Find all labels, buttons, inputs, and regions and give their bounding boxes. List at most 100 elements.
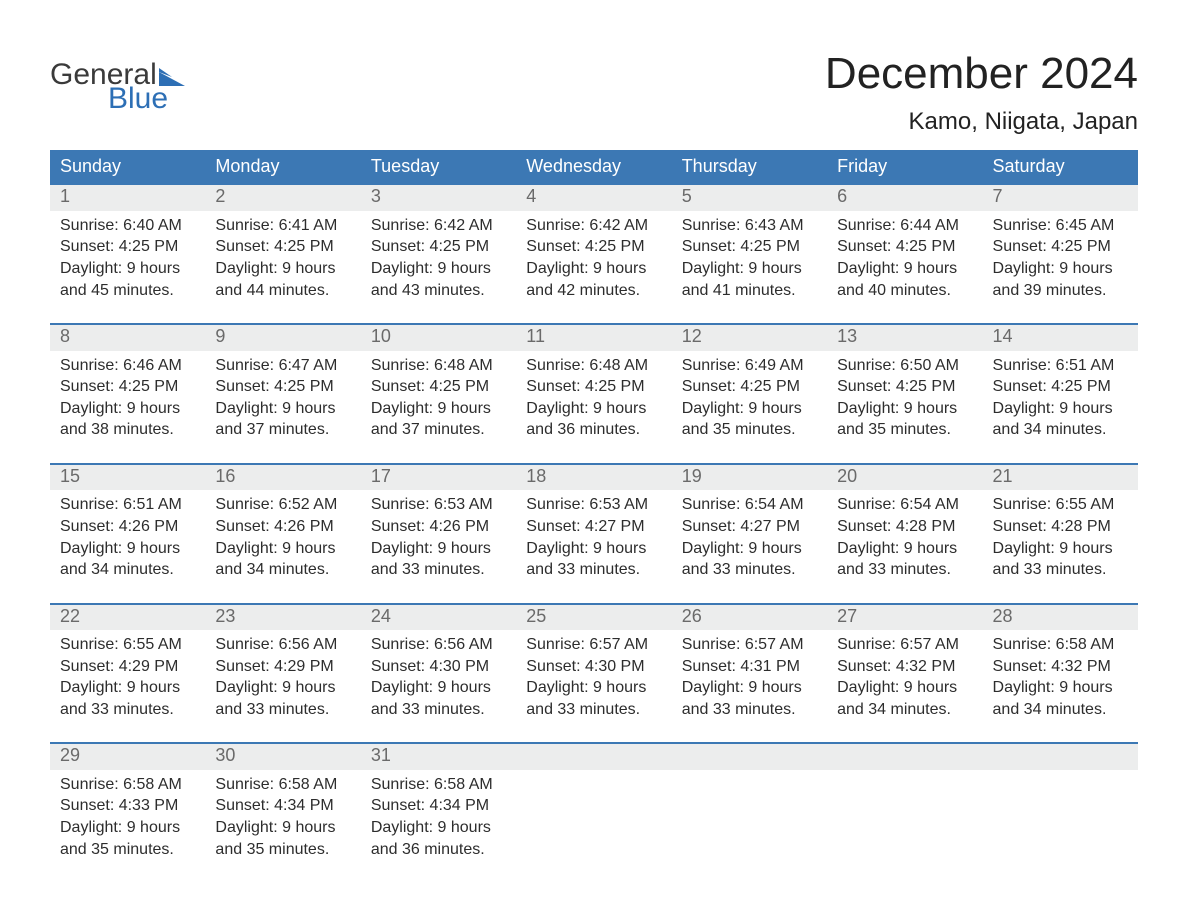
day-number: 28 — [983, 605, 1138, 630]
day-number: 6 — [827, 185, 982, 210]
sunrise-line: Sunrise: 6:44 AM — [837, 215, 972, 237]
day-number: 10 — [361, 325, 516, 350]
daylight-line-1: Daylight: 9 hours — [682, 538, 817, 560]
day-number: 31 — [361, 744, 516, 769]
day-body: Sunrise: 6:44 AMSunset: 4:25 PMDaylight:… — [827, 211, 982, 305]
day-body-row: Sunrise: 6:51 AM Sunset: 4:26 PM Daylight:… — [50, 490, 1138, 584]
daylight-line-2: and 38 minutes. — [60, 419, 195, 441]
daylight-line-2: and 34 minutes. — [993, 419, 1128, 441]
week-row: 293031 Sunrise: 6:58 AMSunset: 4:33 PMDa… — [50, 742, 1138, 864]
day-number: 24 — [361, 605, 516, 630]
day-body: Sunrise: 6:41 AMSunset: 4:25 PMDaylight:… — [205, 211, 360, 305]
sunset-line: Sunset: 4:26 PM — [215, 516, 350, 538]
daylight-line-2: and 45 minutes. — [60, 280, 195, 302]
day-number: 23 — [205, 605, 360, 630]
day-body: Sunrise: 6:56 AMSunset: 4:30 PMDaylight:… — [361, 630, 516, 724]
day-body: Sunrise: 6:53 AMSunset: 4:27 PMDaylight:… — [516, 490, 671, 584]
sunrise-line: Sunrise: 6:54 AM — [837, 494, 972, 516]
sunset-line: Sunset: 4:28 PM — [837, 516, 972, 538]
sunrise-line: Sunrise: 6:58 AM — [60, 774, 195, 796]
day-body: Sunrise: 6:58 AMSunset: 4:34 PMDaylight:… — [361, 770, 516, 864]
sunrise-line: Sunrise: 6:53 AM — [526, 494, 661, 516]
week-row: 891011121314Sunrise: 6:46 AMSunset: 4:25… — [50, 323, 1138, 445]
day-body-row: Sunrise: 6:58 AMSunset: 4:33 PMDaylight:… — [50, 770, 1138, 864]
day-body: Sunrise: 6:57 AMSunset: 4:31 PMDaylight:… — [672, 630, 827, 724]
day-body: Sunrise: 6:43 AMSunset: 4:25 PMDaylight:… — [672, 211, 827, 305]
sunset-line: Sunset: 4:25 PM — [993, 236, 1128, 258]
day-number: 12 — [672, 325, 827, 350]
daylight-line-1: Daylight: 9 hours — [60, 398, 195, 420]
day-body: Sunrise: 6:40 AMSunset: 4:25 PMDaylight:… — [50, 211, 205, 305]
sunrise-line: Sunrise: 6:58 AM — [993, 634, 1128, 656]
day-number: 27 — [827, 605, 982, 630]
daylight-line-2: and 34 minutes. — [837, 699, 972, 721]
day-body: Sunrise: 6:58 AMSunset: 4:34 PMDaylight:… — [205, 770, 360, 864]
daylight-line-1: Daylight: 9 hours — [837, 677, 972, 699]
sunset-line: Sunset: 4:25 PM — [682, 376, 817, 398]
daylight-line-2: and 40 minutes. — [837, 280, 972, 302]
day-body: Sunrise: 6:51 AMSunset: 4:25 PMDaylight:… — [983, 351, 1138, 445]
sunset-line: Sunset: 4:33 PM — [60, 795, 195, 817]
daylight-line-1: Daylight: 9 hours — [682, 398, 817, 420]
day-body: Sunrise: 6:55 AMSunset: 4:29 PMDaylight:… — [50, 630, 205, 724]
day-body — [827, 770, 982, 864]
sunrise-line: Sunrise: 6:54 AM — [682, 494, 817, 516]
day-number: 7 — [983, 185, 1138, 210]
daylight-line-1: Daylight: 9 hours — [60, 258, 195, 280]
day-number-row: 293031 — [50, 744, 1138, 769]
day-number: 25 — [516, 605, 671, 630]
calendar-grid: SundayMondayTuesdayWednesdayThursdayFrid… — [50, 150, 1138, 864]
day-body: Sunrise: 6:56 AMSunset: 4:29 PMDaylight:… — [205, 630, 360, 724]
daylight-line-1: Daylight: 9 hours — [371, 258, 506, 280]
day-number-row: 1234567 — [50, 185, 1138, 210]
day-number — [516, 744, 671, 769]
sunrise-line: Sunrise: 6:49 AM — [682, 355, 817, 377]
sunrise-line: Sunrise: 6:51 AM — [60, 494, 195, 516]
sunset-line: Sunset: 4:25 PM — [60, 236, 195, 258]
daylight-line-1: Daylight: 9 hours — [837, 258, 972, 280]
day-body: Sunrise: 6:54 AMSunset: 4:27 PMDaylight:… — [672, 490, 827, 584]
daylight-line-2: and 39 minutes. — [993, 280, 1128, 302]
sunset-line: Sunset: 4:25 PM — [837, 236, 972, 258]
sunrise-line: Sunrise: 6:52 AM — [215, 494, 350, 516]
sunset-line: Sunset: 4:34 PM — [371, 795, 506, 817]
sunrise-line: Sunrise: 6:47 AM — [215, 355, 350, 377]
day-body: Sunrise: 6:49 AMSunset: 4:25 PMDaylight:… — [672, 351, 827, 445]
day-number: 3 — [361, 185, 516, 210]
daylight-line-2: and 33 minutes. — [371, 559, 506, 581]
day-number: 20 — [827, 465, 982, 490]
sunset-line: Sunset: 4:25 PM — [682, 236, 817, 258]
sunset-line: Sunset: 4:25 PM — [215, 236, 350, 258]
day-of-week-header: SundayMondayTuesdayWednesdayThursdayFrid… — [50, 150, 1138, 183]
daylight-line-1: Daylight: 9 hours — [837, 398, 972, 420]
day-number: 19 — [672, 465, 827, 490]
day-body: Sunrise: 6:52 AMSunset: 4:26 PMDaylight:… — [205, 490, 360, 584]
daylight-line-2: and 35 minutes. — [215, 839, 350, 861]
sunrise-line: Sunrise: 6:48 AM — [371, 355, 506, 377]
daylight-line-1: Daylight: 9 hours — [215, 398, 350, 420]
sunrise-line: Sunrise: 6:51 AM — [993, 355, 1128, 377]
day-number: 15 — [50, 465, 205, 490]
day-number-row: 15161718192021 — [50, 465, 1138, 490]
day-body: Sunrise: 6:53 AMSunset: 4:26 PMDaylight:… — [361, 490, 516, 584]
day-body: Sunrise: 6:48 AMSunset: 4:25 PMDaylight:… — [361, 351, 516, 445]
sunset-line: Sunset: 4:29 PM — [215, 656, 350, 678]
sunrise-line: Sunrise: 6:53 AM — [371, 494, 506, 516]
day-body: Sunrise: 6:58 AMSunset: 4:33 PMDaylight:… — [50, 770, 205, 864]
daylight-line-1: Daylight: 9 hours — [837, 538, 972, 560]
daylight-line-1: Daylight: 9 hours — [215, 677, 350, 699]
daylight-line-2: and 34 minutes. — [215, 559, 350, 581]
daylight-line-2: and 33 minutes. — [682, 559, 817, 581]
day-number: 8 — [50, 325, 205, 350]
daylight-line-1: Daylight: 9 hours — [526, 677, 661, 699]
sunrise-line: Sunrise: 6:57 AM — [682, 634, 817, 656]
sunrise-line: Sunrise: 6:41 AM — [215, 215, 350, 237]
sunset-line: Sunset: 4:27 PM — [526, 516, 661, 538]
daylight-line-2: and 37 minutes. — [371, 419, 506, 441]
calendar-page: General Blue December 2024 Kamo, Niigata… — [0, 0, 1188, 894]
daylight-line-2: and 35 minutes. — [60, 839, 195, 861]
daylight-line-1: Daylight: 9 hours — [682, 258, 817, 280]
day-number: 14 — [983, 325, 1138, 350]
sunrise-line: Sunrise: 6:57 AM — [837, 634, 972, 656]
day-body: Sunrise: 6:42 AMSunset: 4:25 PMDaylight:… — [516, 211, 671, 305]
